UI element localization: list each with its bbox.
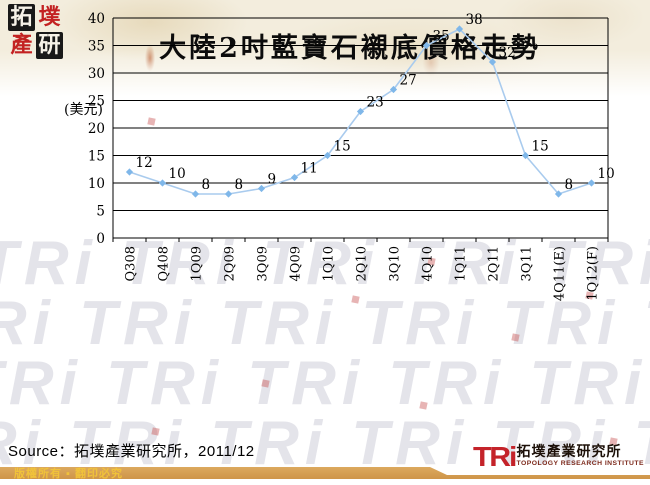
- logo-char-1: 拓: [8, 4, 35, 31]
- logo-char-3: 產: [10, 32, 33, 58]
- x-category-label: 1Q10: [322, 246, 337, 281]
- x-category-label: 3Q11: [520, 246, 535, 281]
- data-point-label: 27: [400, 73, 417, 89]
- data-point-label: 35: [433, 29, 450, 45]
- tri-logo-names: 拓墣產業研究所 TOPOLOGY RESEARCH INSTITUTE: [517, 444, 644, 468]
- data-point-marker: [422, 41, 431, 50]
- page-title: 大陸2吋藍寶石襯底價格走勢: [159, 33, 541, 64]
- source-note: Source：拓墣產業研究所，2011/12: [8, 443, 255, 460]
- data-point-marker: [389, 85, 398, 94]
- header-map-texture: [0, 0, 650, 100]
- data-point-marker: [587, 179, 596, 187]
- x-category-label: 4Q10: [421, 246, 436, 281]
- tri-footer-logo: TRi 拓墣產業研究所 TOPOLOGY RESEARCH INSTITUTE: [473, 441, 644, 472]
- x-category-label: Q308: [124, 246, 139, 281]
- y-tick-label: 30: [88, 66, 105, 82]
- x-category-label: 1Q09: [190, 246, 205, 281]
- y-tick-label: 35: [88, 39, 105, 55]
- data-point-marker: [554, 190, 563, 198]
- data-point-label: 11: [301, 161, 318, 177]
- data-point-label: 38: [466, 12, 483, 28]
- data-point-label: 8: [235, 177, 244, 193]
- data-point-marker: [323, 151, 332, 160]
- x-category-label: 1Q11: [454, 246, 469, 281]
- watermark-red-dot: [261, 379, 270, 388]
- watermark-red-dot: [511, 333, 520, 342]
- x-category-label: 2Q09: [223, 246, 238, 281]
- data-point-label: 15: [334, 139, 351, 155]
- data-point-marker: [125, 168, 134, 176]
- data-point-marker: [488, 58, 497, 66]
- watermark-text-row: TRi TRi TRi TRi TRi TRi TRi TRi: [0, 409, 650, 478]
- watermark-red-dot: [151, 427, 160, 436]
- data-point-label: 10: [598, 166, 615, 182]
- y-tick-label: 5: [96, 204, 105, 220]
- x-category-label: 2Q10: [355, 246, 370, 281]
- y-axis-unit-label: (美元): [64, 102, 103, 118]
- data-point-marker: [356, 107, 365, 116]
- data-point-marker: [158, 179, 167, 187]
- x-category-label: 3Q09: [256, 246, 271, 281]
- y-tick-label: 25: [88, 94, 105, 110]
- data-point-label: 12: [136, 155, 153, 171]
- tri-logo-cn-name: 拓墣產業研究所: [516, 444, 622, 460]
- data-point-marker: [521, 151, 530, 160]
- data-point-marker: [455, 25, 464, 33]
- data-point-marker: [257, 184, 266, 193]
- watermark-text-row: TRi TRi TRi TRi TRi TRi TRi TRi: [0, 289, 650, 358]
- tri-logo-en-name: TOPOLOGY RESEARCH INSTITUTE: [516, 460, 644, 467]
- y-tick-label: 40: [88, 11, 105, 27]
- y-tick-label: 0: [96, 231, 105, 247]
- logo-char-4: 研: [36, 32, 63, 59]
- data-point-marker: [191, 190, 200, 198]
- data-point-marker: [290, 173, 299, 182]
- data-point-label: 8: [202, 177, 211, 193]
- data-point-label: 10: [169, 166, 186, 182]
- x-category-label: 4Q11(E): [553, 246, 568, 301]
- data-point-label: 23: [367, 95, 384, 111]
- tri-corner-logo: 拓 墣 產 研: [8, 4, 63, 59]
- data-point-label: 8: [565, 177, 574, 193]
- watermark-text-row: TRi TRi TRi TRi TRi TRi TRi TRi: [0, 349, 650, 418]
- y-tick-label: 20: [88, 121, 105, 137]
- x-category-label: 3Q10: [388, 246, 403, 281]
- x-category-label: 2Q11: [487, 246, 502, 281]
- y-tick-label: 10: [88, 176, 105, 192]
- data-point-marker: [224, 190, 233, 198]
- x-category-label: 4Q09: [289, 246, 304, 281]
- x-category-label: Q408: [157, 246, 172, 281]
- watermark-red-dot: [419, 401, 428, 410]
- data-point-label: 15: [532, 139, 549, 155]
- tri-logo-text: TRi: [473, 441, 517, 472]
- x-category-label: 1Q12(F): [586, 246, 601, 301]
- logo-char-2: 墣: [38, 4, 61, 30]
- y-tick-label: 15: [88, 149, 105, 165]
- data-point-label: 32: [499, 45, 516, 61]
- price-trend-chart: 0 5 10 15 20 25 30 35 40 12 Q308 10 Q408 8 1Q09 8 2Q09 9 3…: [88, 11, 615, 301]
- data-point-label: 9: [268, 172, 277, 188]
- copyright-notice: 版權所有 ▪ 翻印必究: [14, 468, 124, 480]
